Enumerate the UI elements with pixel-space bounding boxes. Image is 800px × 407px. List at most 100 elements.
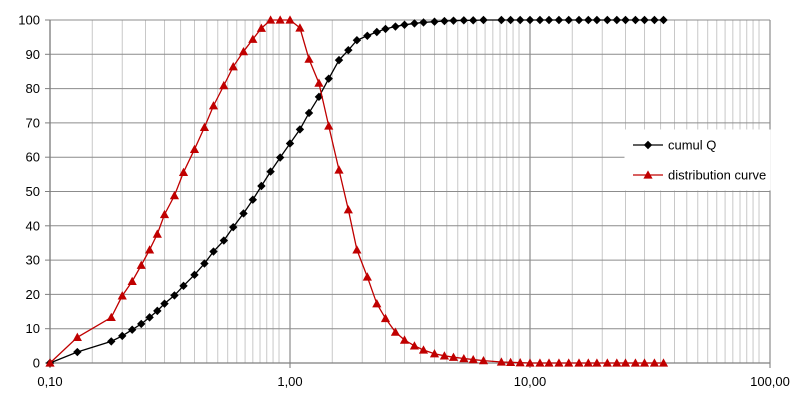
- data-point: [248, 195, 258, 204]
- data-point: [525, 358, 535, 367]
- data-point: [152, 229, 162, 238]
- data-point: [107, 337, 116, 346]
- data-point: [144, 245, 155, 254]
- y-tick-label: 30: [26, 253, 40, 268]
- data-point: [554, 358, 564, 367]
- data-point: [602, 358, 612, 367]
- data-point: [285, 15, 295, 24]
- data-point: [228, 62, 238, 71]
- data-point: [592, 15, 602, 25]
- data-point: [219, 80, 229, 90]
- data-point: [334, 55, 344, 65]
- data-point: [459, 353, 469, 363]
- data-point: [136, 260, 146, 269]
- data-point: [554, 15, 564, 25]
- data-point: [169, 191, 180, 200]
- data-point: [544, 15, 554, 25]
- data-point: [209, 247, 218, 256]
- data-point: [344, 45, 353, 55]
- y-tick-label: 90: [26, 47, 40, 62]
- series-distribution-curve: [45, 15, 669, 367]
- data-point: [584, 15, 593, 25]
- y-tick-label: 40: [26, 218, 40, 233]
- data-point: [372, 27, 382, 37]
- data-point: [200, 259, 209, 268]
- data-point: [544, 358, 554, 367]
- data-point: [419, 18, 428, 27]
- data-point: [160, 299, 169, 308]
- data-point: [400, 20, 409, 30]
- y-tick-label: 100: [18, 13, 40, 28]
- data-point: [324, 121, 334, 130]
- data-point: [583, 358, 593, 367]
- legend: cumul Q distribution curve: [624, 129, 771, 191]
- data-point: [190, 270, 199, 280]
- series-cumul-q: [45, 15, 668, 368]
- data-point: [137, 319, 146, 329]
- data-point: [189, 144, 200, 153]
- data-point: [178, 167, 189, 176]
- data-point: [574, 15, 584, 25]
- data-point: [612, 15, 622, 25]
- data-point: [603, 15, 612, 25]
- data-point: [219, 236, 229, 245]
- data-point: [564, 15, 573, 25]
- legend-marker: [643, 170, 653, 179]
- data-point: [239, 209, 248, 218]
- data-point: [238, 46, 249, 56]
- data-point: [106, 312, 116, 322]
- data-point: [459, 16, 469, 25]
- data-point: [399, 335, 410, 344]
- data-point: [295, 23, 305, 32]
- data-point: [72, 332, 82, 341]
- data-point: [390, 327, 401, 336]
- data-point: [439, 351, 450, 360]
- data-point: [409, 341, 420, 350]
- data-point: [153, 306, 162, 316]
- x-tick-label: 0,10: [37, 374, 62, 389]
- data-point: [658, 358, 669, 367]
- data-point: [535, 358, 545, 367]
- data-point: [248, 34, 258, 43]
- data-point: [525, 15, 535, 25]
- legend-label: cumul Q: [668, 138, 716, 153]
- major-gridlines: [45, 19, 771, 368]
- data-point: [612, 358, 622, 367]
- data-point: [631, 15, 640, 25]
- data-point: [497, 15, 506, 25]
- data-point: [479, 15, 488, 25]
- data-point: [621, 15, 630, 25]
- data-point: [506, 15, 515, 25]
- data-point: [73, 347, 82, 357]
- data-point: [362, 272, 372, 281]
- data-point: [515, 358, 525, 367]
- data-point: [363, 31, 372, 40]
- data-point: [468, 354, 478, 364]
- y-axis-tick-labels: 0 10 20 30 40 50 60 70 80 90 100: [18, 13, 40, 371]
- data-point: [449, 16, 458, 25]
- data-point: [478, 355, 489, 365]
- x-tick-label: 10,00: [514, 374, 547, 389]
- y-tick-label: 10: [26, 321, 40, 336]
- data-point: [564, 358, 574, 367]
- data-point: [659, 15, 668, 25]
- data-point: [275, 15, 285, 24]
- data-point: [410, 19, 419, 28]
- series-layer: [45, 15, 669, 368]
- data-point: [170, 291, 179, 300]
- data-point: [127, 276, 137, 286]
- data-point: [448, 352, 459, 361]
- data-point: [430, 17, 439, 26]
- data-point: [118, 331, 127, 341]
- data-point: [620, 358, 631, 367]
- data-point: [639, 358, 650, 367]
- x-tick-label: 100,00: [750, 374, 790, 389]
- data-point: [324, 74, 333, 83]
- data-point: [380, 313, 391, 323]
- legend-box: [624, 129, 771, 191]
- y-tick-label: 0: [33, 356, 40, 371]
- data-point: [515, 15, 525, 25]
- data-point: [505, 357, 516, 366]
- y-tick-label: 60: [26, 150, 40, 165]
